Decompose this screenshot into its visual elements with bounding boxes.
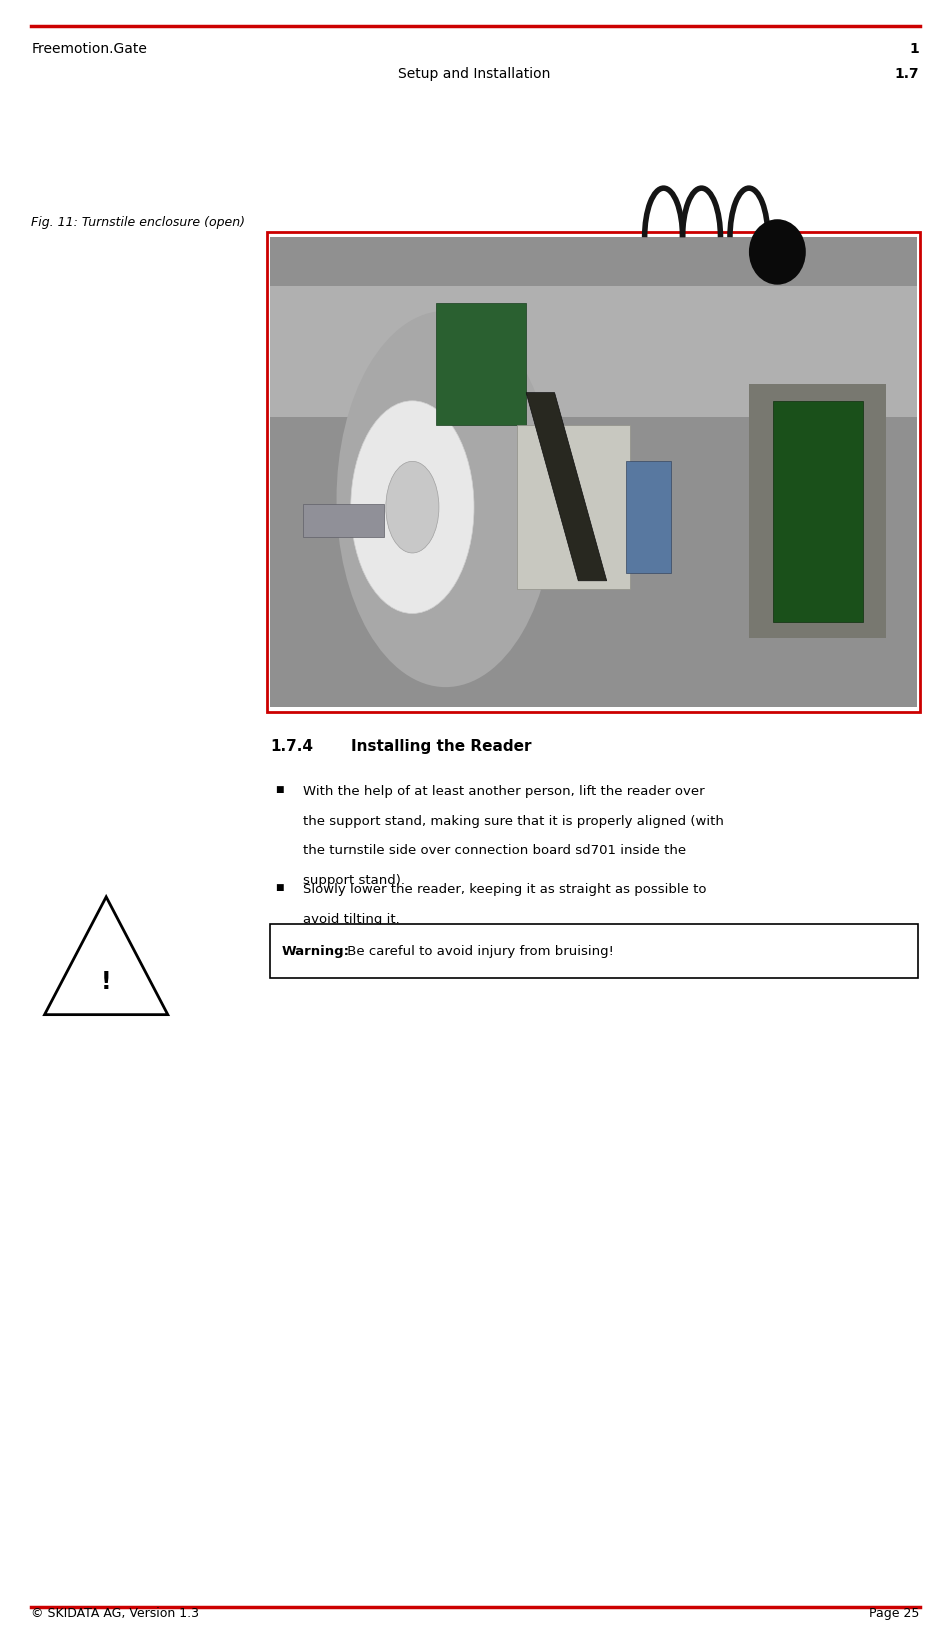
Circle shape	[386, 461, 439, 553]
Bar	[517, 425, 630, 589]
Bar	[626, 461, 671, 573]
Text: Freemotion.Gate: Freemotion.Gate	[31, 43, 147, 56]
Ellipse shape	[749, 219, 806, 285]
Text: ■: ■	[275, 785, 283, 795]
Text: Warning:: Warning:	[282, 946, 350, 957]
Text: Fig. 11: Turnstile enclosure (open): Fig. 11: Turnstile enclosure (open)	[31, 216, 246, 229]
Text: !: !	[100, 970, 112, 993]
Text: Slowly lower the reader, keeping it as straight as possible to: Slowly lower the reader, keeping it as s…	[303, 883, 707, 897]
Polygon shape	[45, 897, 168, 1014]
Text: Setup and Installation: Setup and Installation	[398, 67, 550, 80]
Bar	[270, 286, 917, 417]
Text: Page 25: Page 25	[869, 1607, 920, 1620]
Text: the turnstile side over connection board sd701 inside the: the turnstile side over connection board…	[303, 844, 686, 857]
Bar	[270, 237, 917, 707]
Text: 1.7: 1.7	[895, 67, 920, 80]
Text: the support stand, making sure that it is properly aligned (with: the support stand, making sure that it i…	[303, 815, 724, 828]
Text: support stand).: support stand).	[303, 874, 406, 887]
Text: 1.7.4: 1.7.4	[270, 739, 313, 754]
Bar	[436, 303, 526, 425]
Bar	[267, 232, 920, 712]
Bar	[773, 401, 863, 622]
Polygon shape	[526, 393, 607, 581]
Text: ■: ■	[275, 883, 283, 893]
Bar	[270, 924, 918, 978]
Bar	[749, 384, 886, 638]
Circle shape	[351, 401, 474, 614]
Bar	[303, 504, 384, 537]
Text: 1: 1	[910, 43, 920, 56]
Text: With the help of at least another person, lift the reader over: With the help of at least another person…	[303, 785, 705, 798]
Text: avoid tilting it.: avoid tilting it.	[303, 913, 400, 926]
Text: Installing the Reader: Installing the Reader	[351, 739, 531, 754]
Circle shape	[337, 311, 555, 687]
Text: Be careful to avoid injury from bruising!: Be careful to avoid injury from bruising…	[343, 946, 614, 957]
Text: © SKIDATA AG, Version 1.3: © SKIDATA AG, Version 1.3	[31, 1607, 199, 1620]
